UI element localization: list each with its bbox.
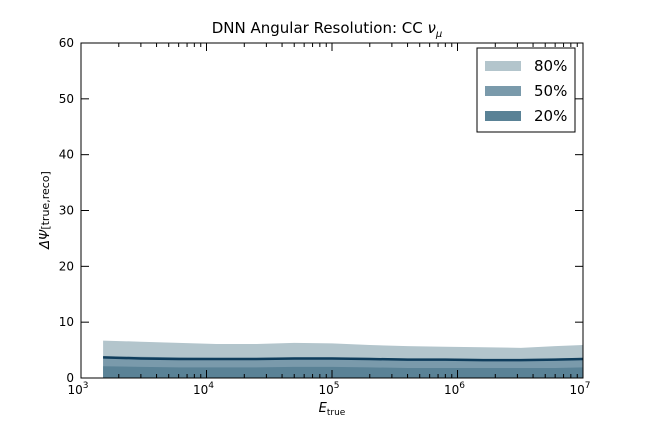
y-axis-label: ΔΨ[true,reco] (38, 171, 53, 250)
y-tick-label: 20 (59, 259, 74, 273)
y-tick-label: 0 (66, 371, 74, 385)
x-tick-label: 103 (67, 381, 88, 397)
legend-label-2: 20% (534, 107, 567, 125)
y-tick-label: 40 (59, 148, 74, 162)
legend-swatch-2 (485, 111, 521, 121)
x-tick-label: 105 (318, 381, 339, 397)
legend-swatch-1 (485, 86, 521, 96)
x-tick-label: 104 (193, 381, 214, 397)
y-tick-label: 10 (59, 315, 74, 329)
legend: 80% 50% 20% (476, 47, 576, 133)
median-line (103, 356, 584, 362)
y-tick-label: 50 (59, 92, 74, 106)
x-tick-label: 107 (569, 381, 590, 397)
legend-label-0: 80% (534, 57, 567, 75)
chart-title: DNN Angular Resolution: CC νμ (212, 19, 443, 40)
y-tick-label: 60 (59, 36, 74, 50)
legend-swatch-0 (485, 61, 521, 71)
median-layer (103, 356, 584, 362)
ticks-layer: 0 10 20 30 40 50 60 103 104 105 106 107 (59, 36, 591, 397)
x-tick-label: 106 (444, 381, 465, 397)
legend-label-1: 50% (534, 82, 567, 100)
band-2 (103, 366, 583, 378)
x-axis-label: Etrue (319, 401, 346, 418)
y-tick-label: 30 (59, 204, 74, 218)
